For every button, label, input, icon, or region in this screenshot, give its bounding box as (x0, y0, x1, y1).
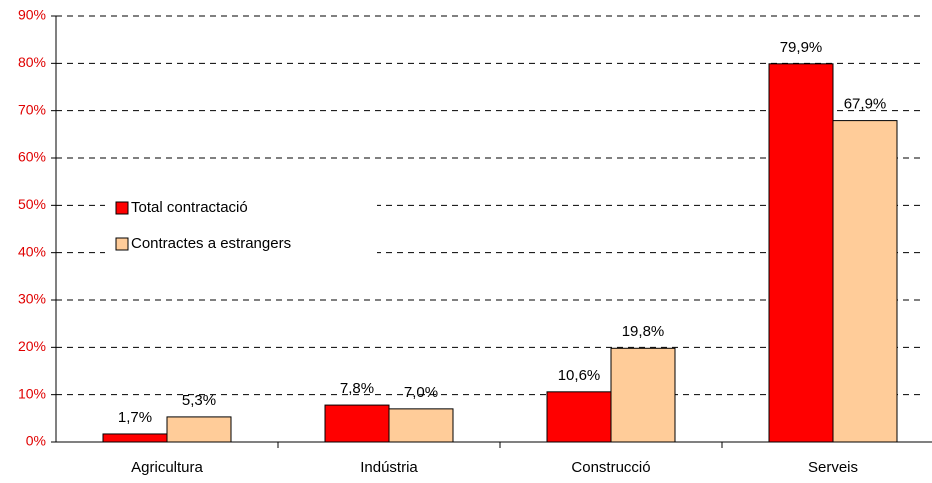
y-tick-label: 40% (18, 243, 46, 259)
bar (388, 408, 454, 443)
value-label: 5,3% (182, 392, 216, 409)
value-label: 7,0% (404, 384, 438, 401)
y-tick-label: 10% (18, 385, 46, 401)
bar (768, 63, 834, 443)
y-tick-label: 50% (18, 196, 46, 212)
bar (166, 416, 232, 443)
value-label: 67,9% (844, 96, 887, 113)
value-label: 1,7% (118, 409, 152, 426)
x-tick-label: Indústria (360, 459, 418, 476)
value-label: 10,6% (558, 367, 601, 384)
bar (546, 391, 612, 443)
x-tick-label: Serveis (808, 459, 858, 476)
bar (832, 120, 898, 443)
value-label: 7,8% (340, 380, 374, 397)
y-tick-label: 20% (18, 338, 46, 354)
value-label: 19,8% (622, 323, 665, 340)
y-tick-label: 80% (18, 54, 46, 70)
y-tick-label: 60% (18, 149, 46, 165)
y-tick-label: 30% (18, 291, 46, 307)
legend-box (105, 190, 377, 262)
y-tick-label: 90% (18, 7, 46, 23)
legend-swatch (115, 237, 129, 251)
bar (102, 433, 168, 443)
bar (610, 347, 676, 443)
legend-swatch (115, 201, 129, 215)
legend-label: Total contractació (131, 199, 248, 216)
x-tick-label: Agricultura (131, 459, 203, 476)
y-tick-label: 70% (18, 101, 46, 117)
bar (324, 404, 390, 443)
legend-label: Contractes a estrangers (131, 235, 291, 252)
y-tick-label: 0% (26, 433, 46, 449)
value-label: 79,9% (780, 39, 823, 56)
x-tick-label: Construcció (571, 459, 650, 476)
